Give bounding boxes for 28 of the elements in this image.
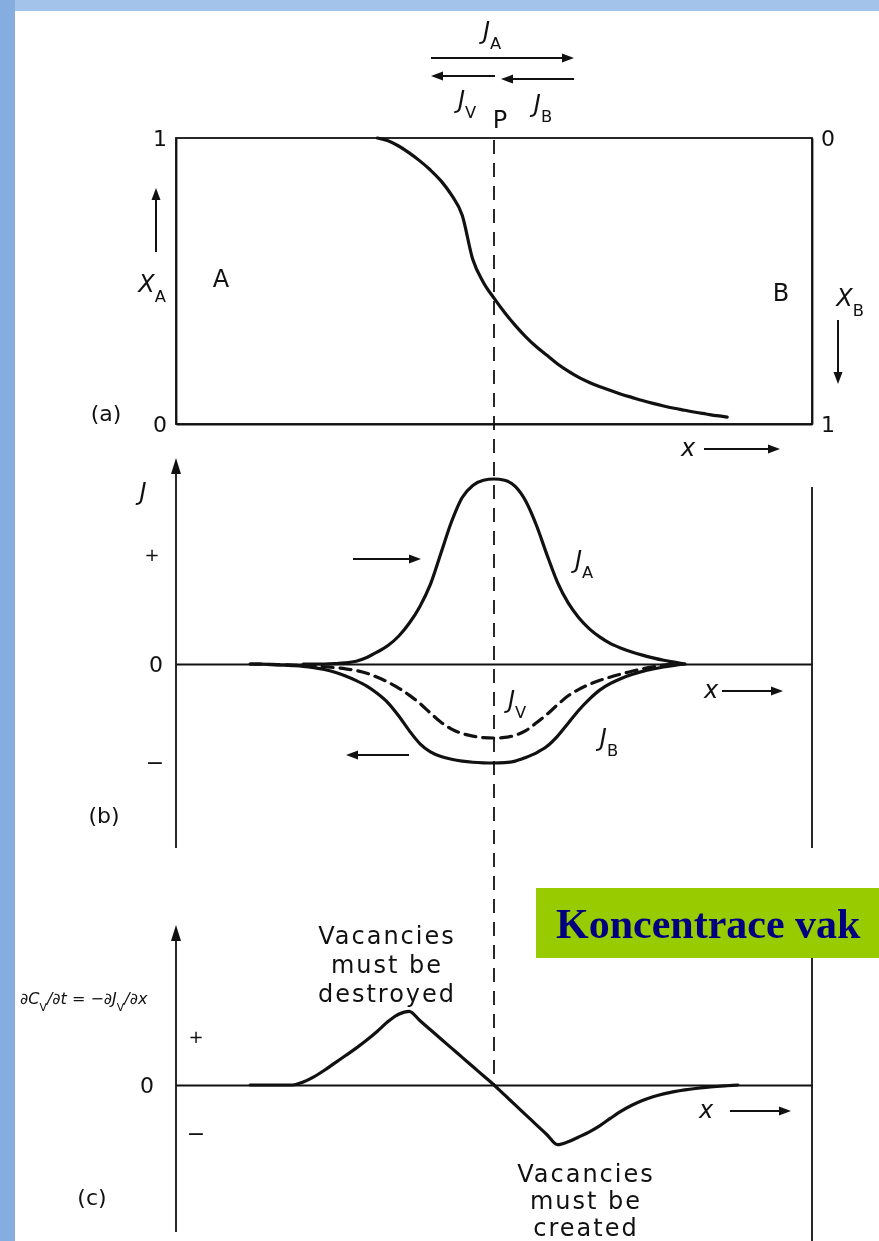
y2-tick-label: 0 <box>821 125 835 151</box>
series-label: J$_{A}$ <box>570 546 594 582</box>
text: Vacancies must be destroyed <box>317 922 457 1008</box>
text: Koncentrace vak <box>556 901 862 947</box>
text: (c) <box>77 1185 107 1210</box>
series-label: J$_{V}$ <box>503 686 527 722</box>
y-axis-title: ∂C$_{V}$/∂t = −∂J$_{V}$/∂x <box>20 989 148 1014</box>
annotation: − <box>186 1121 206 1146</box>
y-axis-title: X$_{A}$ <box>136 270 167 306</box>
y-axis-title: J <box>135 478 147 506</box>
text: (a) <box>90 401 122 426</box>
x-axis-title: x <box>679 434 696 462</box>
annotation: + <box>188 1026 204 1047</box>
annotation: B <box>772 279 790 307</box>
x-axis-title: x <box>697 1096 714 1124</box>
text: J$_{A}$ <box>478 17 502 53</box>
y2-tick-label: 1 <box>821 411 835 437</box>
text: J$_{V}$ <box>453 86 477 122</box>
x-axis-title: x <box>702 676 719 704</box>
text: − <box>145 750 165 775</box>
text: P <box>492 106 508 134</box>
text: (b) <box>88 803 120 828</box>
text: J$_{B}$ <box>529 90 553 126</box>
y2-axis-title: X$_{B}$ <box>834 284 864 320</box>
text: Vacancies must be created <box>517 1160 655 1241</box>
text: + <box>144 544 160 565</box>
annotation: A <box>212 265 230 293</box>
series-label: J$_{B}$ <box>595 724 619 760</box>
